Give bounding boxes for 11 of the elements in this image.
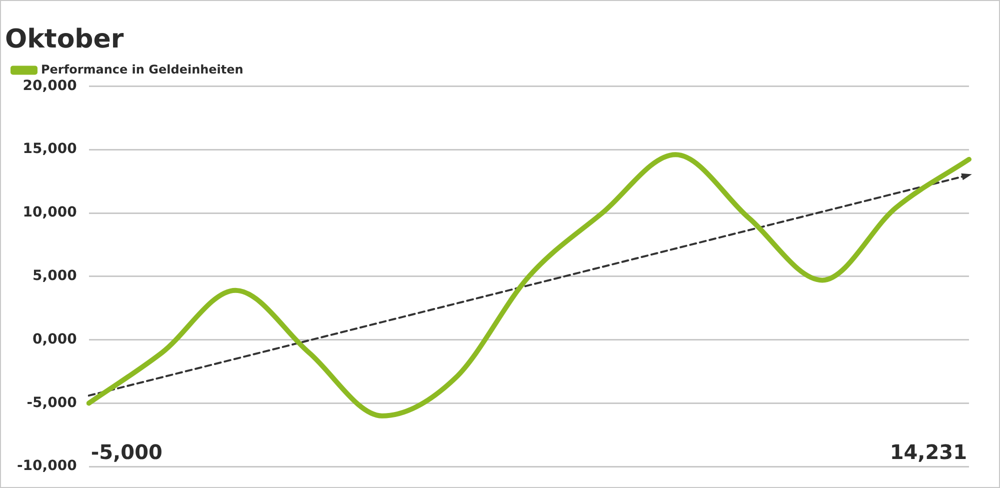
y-tick-label: 15,000 [22, 141, 78, 158]
chart-title: Oktober [5, 24, 124, 54]
y-tick-label: 0,000 [32, 331, 78, 348]
y-tick-label: 5,000 [32, 268, 78, 284]
legend-label: Performance in Geldeinheiten [41, 62, 244, 76]
y-tick-label: -5,000 [26, 394, 78, 411]
y-tick-label: 20,000 [22, 78, 78, 94]
annotation: -5,000 [90, 440, 162, 464]
annotation: 14,231 [890, 440, 967, 464]
y-tick-label: -10,000 [16, 458, 78, 474]
y-tick-label: 10,000 [22, 204, 78, 221]
